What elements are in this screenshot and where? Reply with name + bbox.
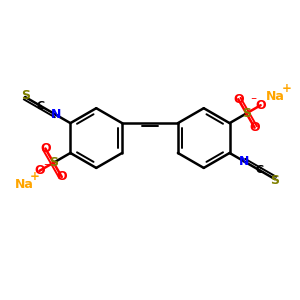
Text: O: O bbox=[249, 121, 260, 134]
Text: O: O bbox=[40, 142, 51, 155]
Text: ⁻: ⁻ bbox=[250, 95, 256, 108]
Text: S: S bbox=[21, 89, 30, 102]
Text: N: N bbox=[50, 108, 61, 122]
Text: O: O bbox=[255, 99, 266, 112]
Text: +: + bbox=[30, 170, 40, 183]
Text: C: C bbox=[37, 101, 45, 111]
Text: Na: Na bbox=[15, 178, 34, 191]
Text: O: O bbox=[233, 93, 244, 106]
Text: N: N bbox=[238, 155, 249, 168]
Text: C: C bbox=[255, 165, 263, 175]
Text: +: + bbox=[282, 82, 292, 95]
Text: S: S bbox=[49, 156, 58, 169]
Text: S: S bbox=[242, 107, 251, 120]
Text: O: O bbox=[34, 164, 45, 177]
Text: Na: Na bbox=[266, 90, 285, 103]
Text: O: O bbox=[56, 170, 67, 183]
Text: ⁻: ⁻ bbox=[44, 161, 50, 174]
Text: S: S bbox=[270, 174, 279, 187]
